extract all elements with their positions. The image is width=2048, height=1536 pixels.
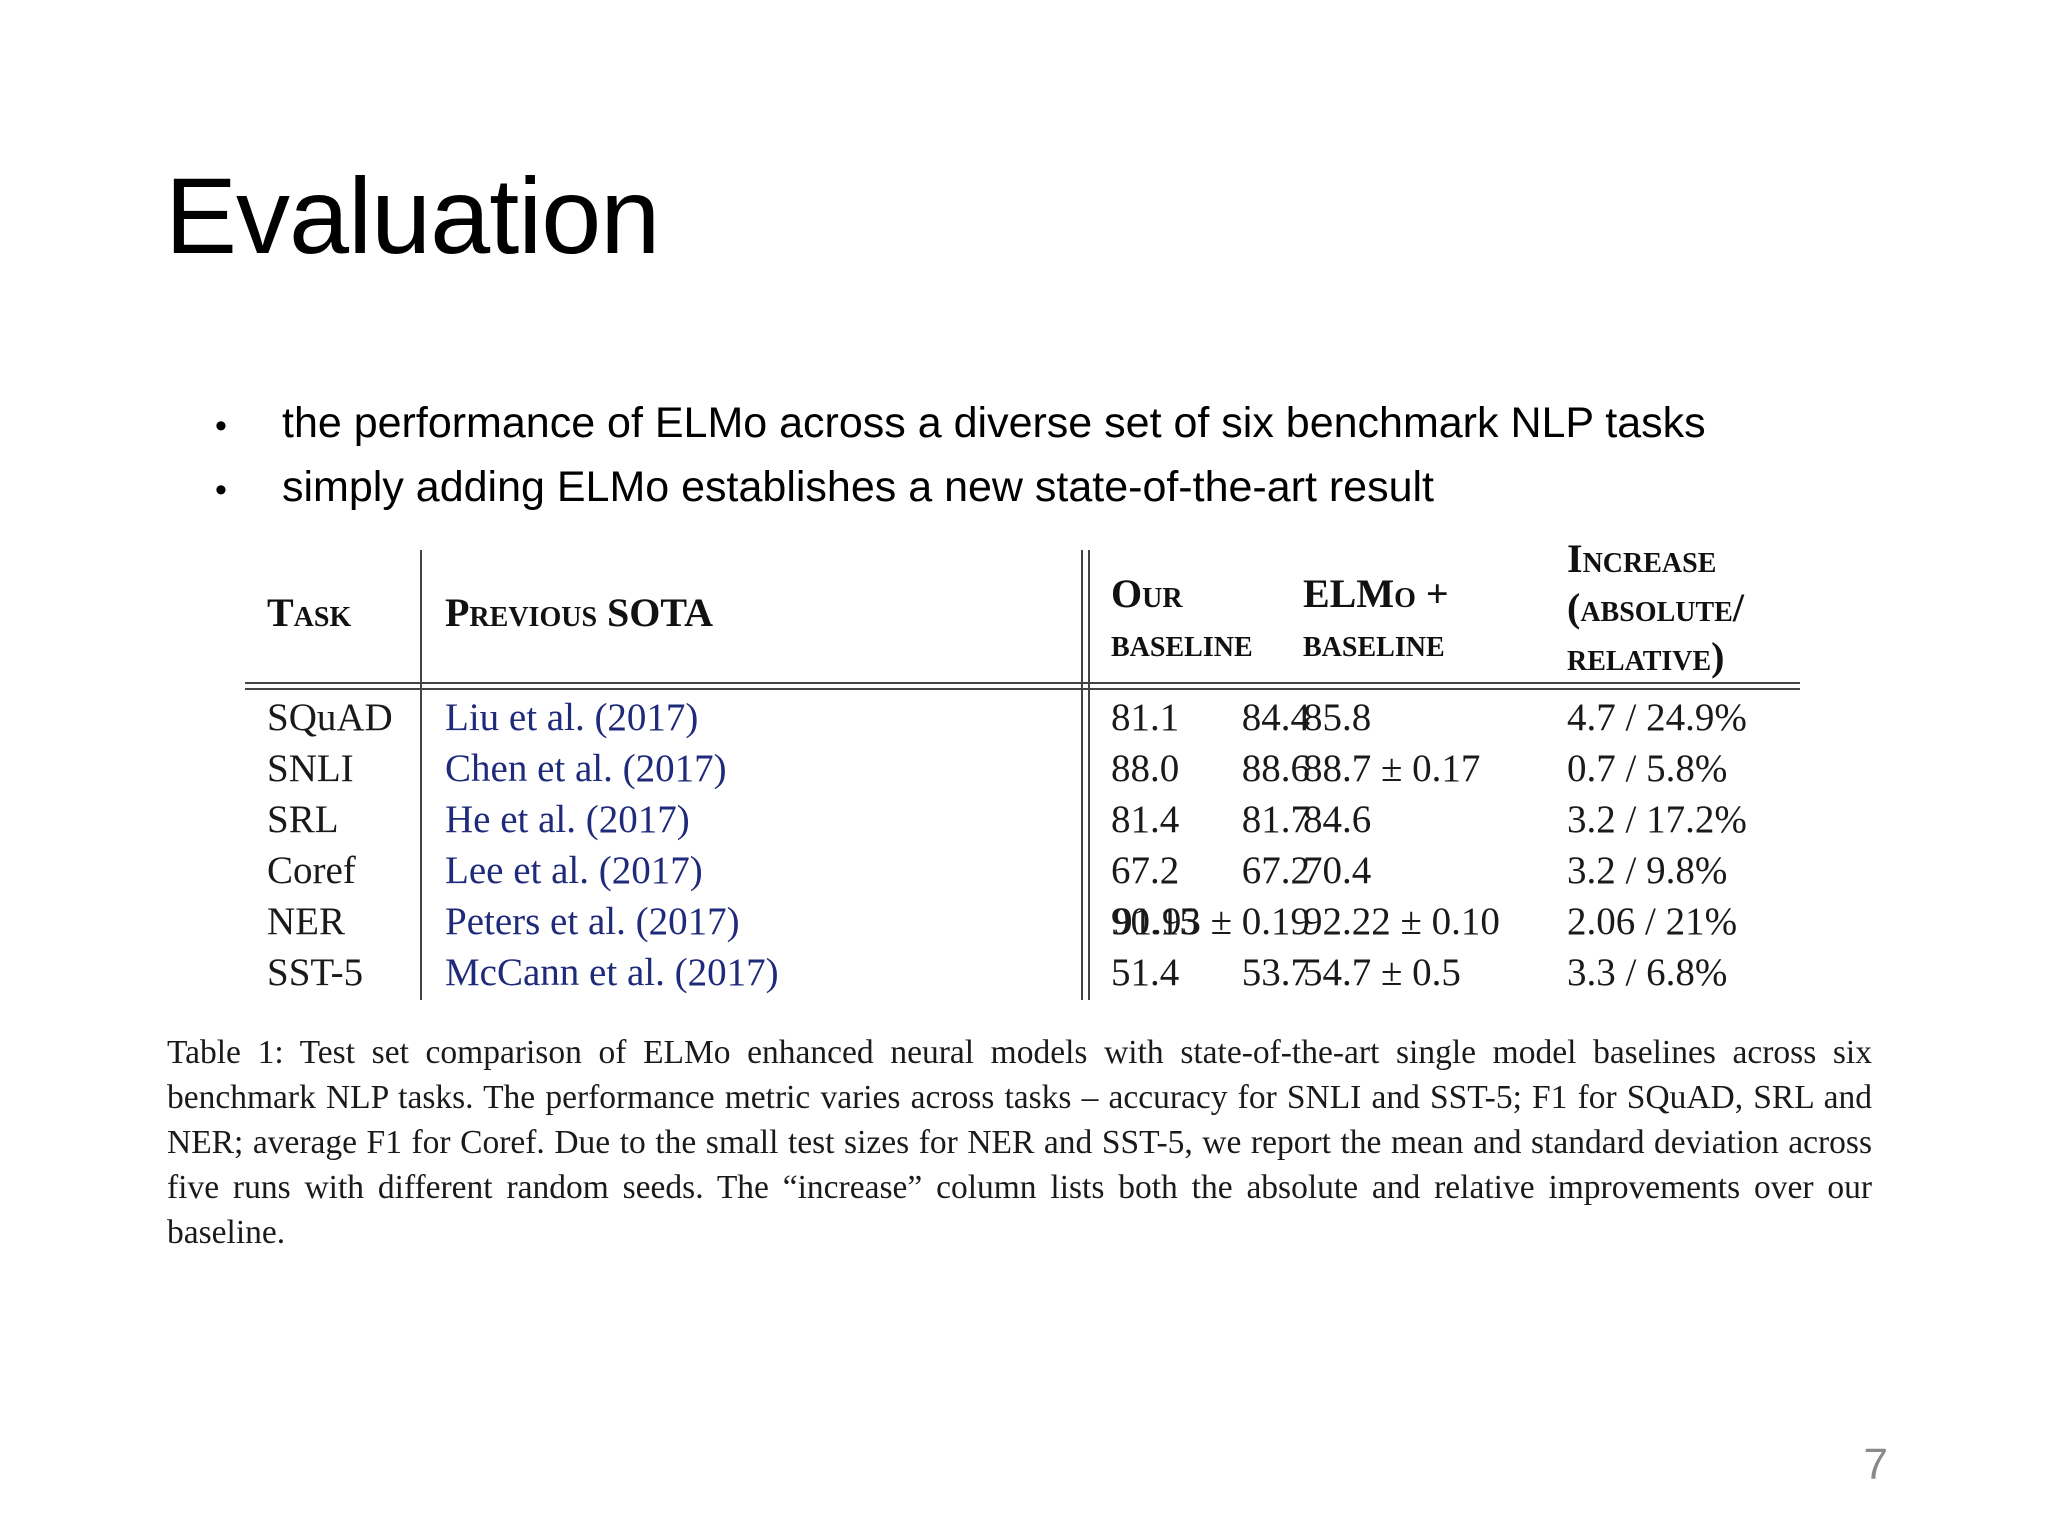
cell-increase: 3.2 / 17.2%	[1567, 798, 1747, 841]
cell-elmo: 92.22 ± 0.10	[1303, 900, 1500, 943]
cell-previous-sota-link[interactable]: Liu et al. (2017)	[445, 696, 699, 739]
slide-title: Evaluation	[165, 155, 660, 276]
cell-previous-sota-link[interactable]: Chen et al. (2017)	[445, 747, 727, 790]
cell-sota-score: 67.2	[1241, 849, 1310, 892]
cell-elmo: 54.7 ± 0.5	[1303, 951, 1461, 994]
cell-previous-sota-link[interactable]: He et al. (2017)	[445, 798, 690, 841]
cell-sota-score: 84.4	[1241, 696, 1310, 739]
cell-sota-score: 91.93 ± 0.19	[1113, 900, 1310, 943]
table-row: SQuAD Liu et al. (2017) 84.4 81.1 85.8 4…	[245, 692, 1800, 743]
cell-task: SST-5	[267, 951, 364, 994]
cell-sota-score: 81.7	[1241, 798, 1310, 841]
header-elmo-line1: ELMo +	[1303, 571, 1449, 616]
page-number: 7	[1863, 1440, 1888, 1489]
header-increase-line2: (absolute/	[1567, 585, 1744, 630]
cell-task: Coref	[267, 849, 356, 892]
results-table: Task Previous SOTA Our baseline ELMo + b…	[245, 536, 1800, 1002]
header-our-baseline-line2: baseline	[1111, 620, 1253, 665]
cell-increase: 4.7 / 24.9%	[1567, 696, 1747, 739]
cell-baseline: 67.2	[1111, 849, 1180, 892]
cell-sota-score: 88.6	[1241, 747, 1310, 790]
header-increase-line1: Increase	[1567, 536, 1717, 581]
cell-baseline: 88.0	[1111, 747, 1180, 790]
cell-previous-sota-link[interactable]: McCann et al. (2017)	[445, 951, 779, 994]
cell-baseline: 81.1	[1111, 696, 1180, 739]
cell-task: SRL	[267, 798, 339, 841]
header-previous-sota: Previous SOTA	[445, 590, 713, 635]
bullet-list: • the performance of ELMo across a diver…	[215, 393, 1706, 521]
cell-increase: 2.06 / 21%	[1567, 900, 1738, 943]
cell-elmo: 70.4	[1303, 849, 1372, 892]
cell-sota-score: 53.7	[1241, 951, 1310, 994]
table-caption: Table 1: Test set comparison of ELMo enh…	[167, 1034, 1872, 1251]
cell-task: NER	[267, 900, 345, 943]
cell-increase: 3.3 / 6.8%	[1567, 951, 1728, 994]
bullet-item: • the performance of ELMo across a diver…	[215, 393, 1706, 457]
cell-baseline: 90.15	[1111, 900, 1199, 943]
bullet-text: simply adding ELMo establishes a new sta…	[282, 463, 1434, 511]
table-row: SST-5 McCann et al. (2017) 53.7 51.4 54.…	[245, 947, 1800, 998]
bullet-dot-icon: •	[215, 471, 227, 509]
bullet-text: the performance of ELMo across a diverse…	[282, 399, 1706, 447]
column-divider-double	[1088, 550, 1090, 1000]
column-divider-double	[1081, 550, 1083, 1000]
header-rule	[245, 688, 1800, 690]
cell-task: SNLI	[267, 747, 354, 790]
cell-elmo: 84.6	[1303, 798, 1372, 841]
table-row: NER Peters et al. (2017) 91.93 ± 0.19 90…	[245, 896, 1800, 947]
column-divider	[420, 550, 422, 1000]
cell-task: SQuAD	[267, 696, 393, 739]
table-row: SRL He et al. (2017) 81.7 81.4 84.6 3.2 …	[245, 794, 1800, 845]
header-task: Task	[267, 590, 352, 635]
cell-elmo: 85.8	[1303, 696, 1372, 739]
cell-previous-sota-link[interactable]: Peters et al. (2017)	[445, 900, 740, 943]
cell-baseline: 51.4	[1111, 951, 1180, 994]
bullet-dot-icon: •	[215, 407, 227, 445]
table-row: Coref Lee et al. (2017) 67.2 67.2 70.4 3…	[245, 845, 1800, 896]
cell-baseline: 81.4	[1111, 798, 1180, 841]
header-elmo-line2: baseline	[1303, 620, 1445, 665]
table-row: SNLI Chen et al. (2017) 88.6 88.0 88.7 ±…	[245, 743, 1800, 794]
header-rule	[245, 682, 1800, 684]
cell-increase: 3.2 / 9.8%	[1567, 849, 1728, 892]
bullet-item: • simply adding ELMo establishes a new s…	[215, 457, 1706, 521]
cell-increase: 0.7 / 5.8%	[1567, 747, 1728, 790]
cell-previous-sota-link[interactable]: Lee et al. (2017)	[445, 849, 703, 892]
header-increase-line3: relative)	[1567, 634, 1725, 679]
cell-elmo: 88.7 ± 0.17	[1303, 747, 1481, 790]
header-our-baseline-line1: Our	[1111, 571, 1183, 616]
